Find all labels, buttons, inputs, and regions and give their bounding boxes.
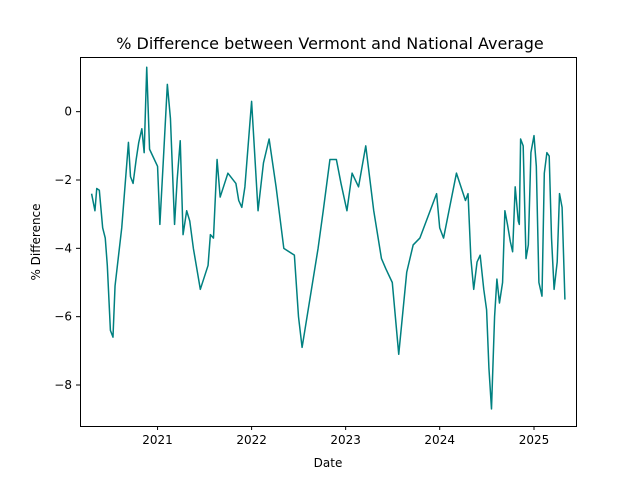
x-axis-label: Date [314,456,343,470]
x-tick-label: 2021 [142,433,173,447]
series-line [90,66,566,410]
x-tick-label: 2022 [236,433,267,447]
x-axis-ticks: 2021 2022 2023 2024 2025 [142,426,549,447]
y-tick-label: −8 [54,378,72,392]
plot-frame [80,57,577,427]
y-axis-label: % Difference [29,203,43,280]
plot-area [80,57,577,427]
chart-title: % Difference between Vermont and Nationa… [116,34,544,53]
y-tick-label: −2 [54,173,72,187]
x-tick-label: 2024 [424,433,455,447]
y-tick-label: 0 [64,105,72,119]
x-tick-label: 2025 [519,433,550,447]
y-tick-label: −6 [54,310,72,324]
y-tick-label: −4 [54,241,72,255]
x-tick-label: 2023 [330,433,361,447]
y-axis-ticks: 0 −2 −4 −6 −8 [54,105,80,392]
